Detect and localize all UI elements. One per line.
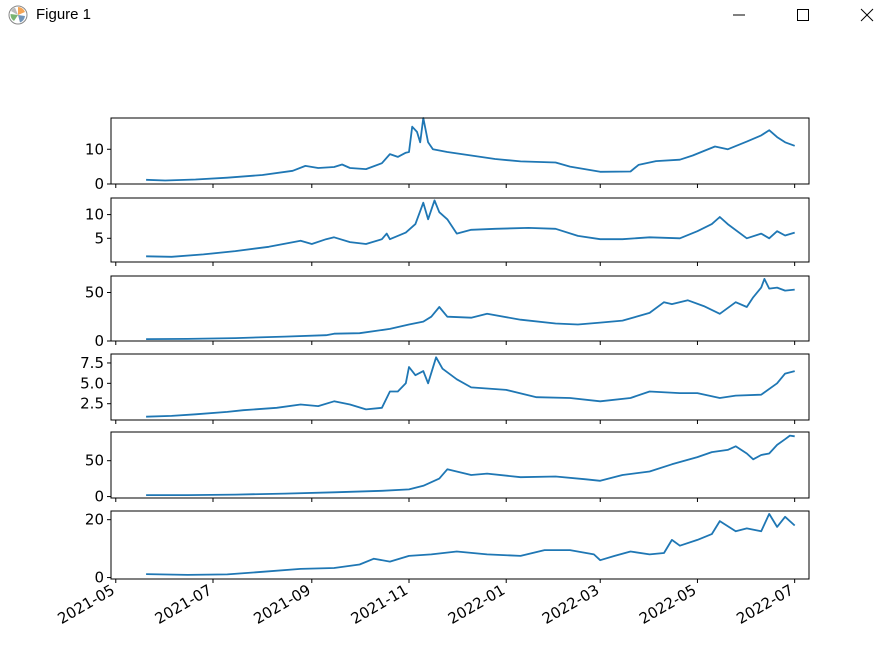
xtick-label: 2021-07 xyxy=(152,581,215,628)
close-button[interactable] xyxy=(844,0,890,30)
ytick-label: 0 xyxy=(94,332,104,350)
series-line-panel-1 xyxy=(146,117,796,182)
minimize-icon xyxy=(733,14,745,16)
ytick-label: 10 xyxy=(85,206,104,224)
xtick-label: 2022-03 xyxy=(539,581,602,628)
ytick-label: 50 xyxy=(85,452,104,470)
axes-frame-panel-3 xyxy=(110,275,810,342)
series-line-panel-2 xyxy=(146,199,795,258)
ytick-label: 0 xyxy=(94,569,104,587)
ytick-label: 0 xyxy=(94,488,104,506)
axes-frame-panel-6 xyxy=(110,510,810,580)
xtick-label: 2022-05 xyxy=(636,581,699,628)
xtick-label: 2022-07 xyxy=(733,581,796,628)
ytick-label: 5.0 xyxy=(80,374,104,392)
axes-frame-panel-1 xyxy=(110,117,810,185)
xtick-label: 2021-05 xyxy=(54,581,117,628)
series-line-panel-4 xyxy=(146,356,795,418)
ytick-label: 5 xyxy=(94,229,104,247)
xtick-label: 2022-01 xyxy=(445,581,508,628)
series-line-panel-3 xyxy=(146,277,795,340)
ytick-label: 2.5 xyxy=(80,395,104,413)
matplotlib-logo-icon xyxy=(8,5,28,25)
axes-frame-panel-5 xyxy=(110,431,810,499)
window-title: Figure 1 xyxy=(36,6,92,23)
ytick-label: 10 xyxy=(85,140,104,158)
close-icon xyxy=(860,8,874,22)
xtick-label: 2021-09 xyxy=(251,581,314,628)
minimize-button[interactable] xyxy=(716,0,762,30)
ytick-label: 20 xyxy=(85,511,104,529)
ytick-label: 50 xyxy=(85,283,104,301)
axes-frame-panel-2 xyxy=(110,197,810,263)
maximize-button[interactable] xyxy=(780,0,826,30)
ytick-label: 0 xyxy=(94,175,104,193)
maximize-icon xyxy=(797,9,809,21)
series-line-panel-6 xyxy=(146,513,796,576)
xtick-label: 2021-11 xyxy=(348,581,411,628)
ytick-label: 7.5 xyxy=(80,354,104,372)
axes-frame-panel-4 xyxy=(110,353,810,421)
window-titlebar: Figure 1 xyxy=(0,0,896,32)
series-line-panel-5 xyxy=(146,434,795,497)
